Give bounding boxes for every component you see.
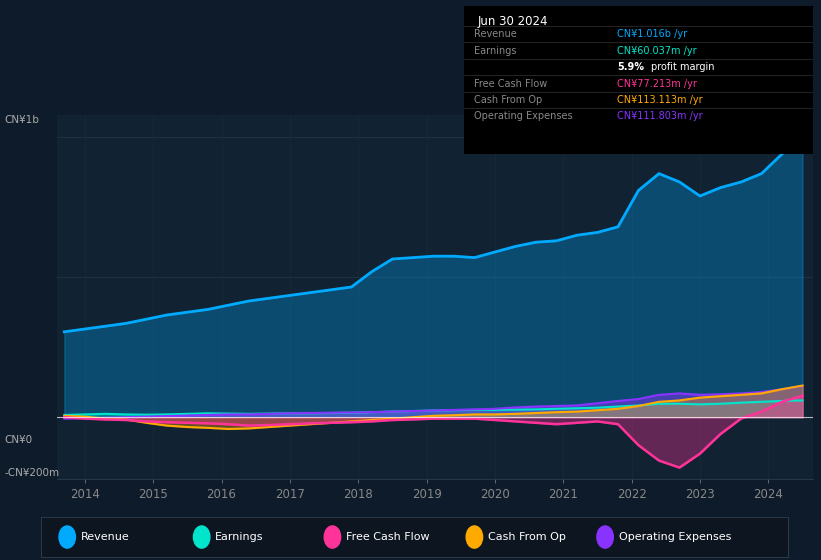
Text: CN¥77.213m /yr: CN¥77.213m /yr (617, 78, 697, 88)
Text: Revenue: Revenue (475, 29, 517, 39)
Text: Earnings: Earnings (475, 46, 517, 56)
Text: CN¥111.803m /yr: CN¥111.803m /yr (617, 111, 703, 122)
Text: profit margin: profit margin (650, 62, 714, 72)
Text: Operating Expenses: Operating Expenses (618, 532, 731, 542)
Text: CN¥1.016b /yr: CN¥1.016b /yr (617, 29, 687, 39)
Text: Revenue: Revenue (80, 532, 130, 542)
Text: -CN¥200m: -CN¥200m (4, 468, 59, 478)
Ellipse shape (194, 526, 210, 548)
Text: Free Cash Flow: Free Cash Flow (346, 532, 429, 542)
Text: Operating Expenses: Operating Expenses (475, 111, 573, 122)
Text: Earnings: Earnings (215, 532, 264, 542)
Ellipse shape (59, 526, 76, 548)
Text: CN¥0: CN¥0 (4, 435, 32, 445)
Text: Free Cash Flow: Free Cash Flow (475, 78, 548, 88)
Text: Jun 30 2024: Jun 30 2024 (478, 15, 548, 27)
Text: CN¥60.037m /yr: CN¥60.037m /yr (617, 46, 697, 56)
Text: Cash From Op: Cash From Op (488, 532, 566, 542)
Ellipse shape (324, 526, 341, 548)
Text: Cash From Op: Cash From Op (475, 95, 543, 105)
Ellipse shape (597, 526, 613, 548)
Text: CN¥1b: CN¥1b (4, 115, 39, 125)
Text: 5.9%: 5.9% (617, 62, 644, 72)
Text: CN¥113.113m /yr: CN¥113.113m /yr (617, 95, 703, 105)
Ellipse shape (466, 526, 483, 548)
